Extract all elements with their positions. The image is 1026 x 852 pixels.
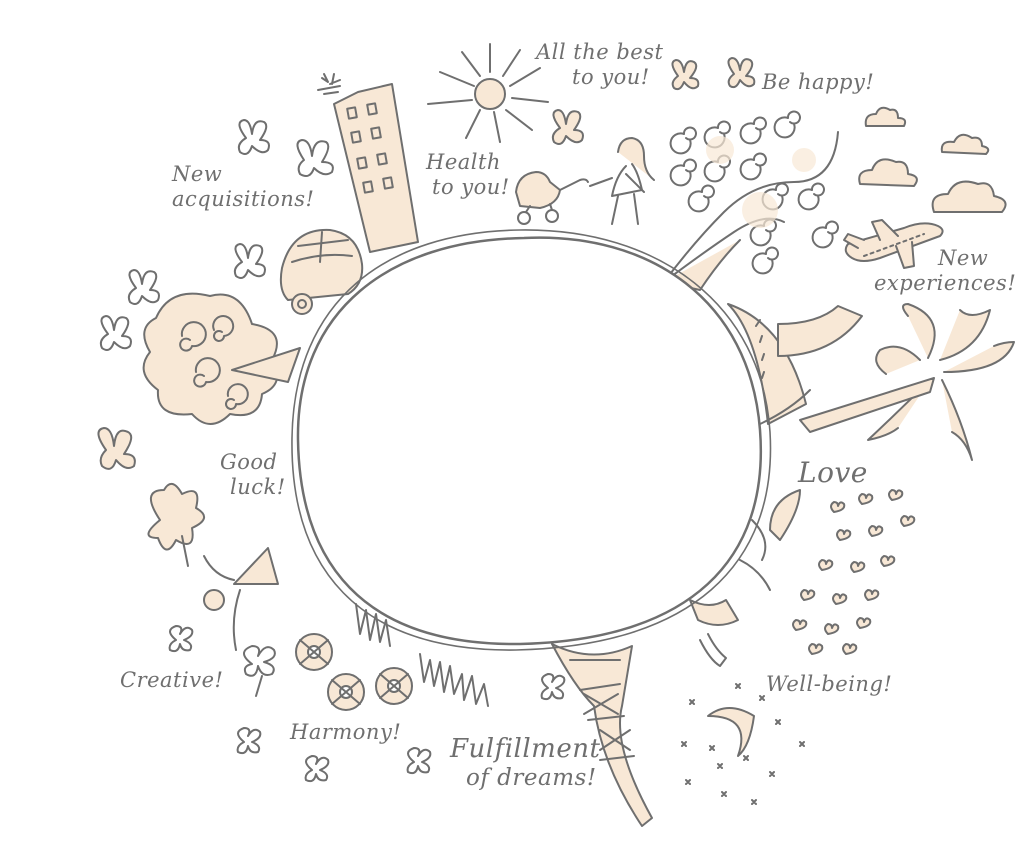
butterfly-icon [296, 139, 334, 177]
leaf-icon [739, 489, 801, 591]
clover-icon [168, 625, 194, 653]
wish-love: Love [798, 456, 868, 489]
wish-line: of dreams! [466, 765, 597, 792]
tree-icon [142, 292, 301, 425]
swirl-tree-icon [663, 110, 839, 291]
cloud-icon [940, 133, 990, 155]
clover-icon [540, 673, 566, 701]
cloud-icon [864, 106, 907, 127]
watering-can-icon [689, 599, 739, 667]
butterfly-icon [99, 315, 132, 351]
flower-icon [295, 633, 333, 671]
wish-line: Health [426, 150, 501, 174]
butterfly-icon [127, 269, 160, 305]
wish-line: acquisitions! [172, 187, 315, 212]
butterfly-icon [237, 119, 270, 155]
wish-all-the-best: All the best to you! [536, 40, 663, 90]
cloud-icon [858, 158, 918, 187]
clover-icon [304, 755, 330, 783]
wish-line: to you! [572, 65, 650, 90]
wish-new-experiences: New experiences! [874, 246, 1016, 296]
wish-be-happy: Be happy! [762, 70, 875, 94]
car-icon [279, 228, 364, 315]
wish-line: New [172, 162, 223, 186]
girl-icon [589, 137, 655, 225]
eiffel-tower-icon [551, 643, 653, 827]
airplane-icon [843, 219, 944, 269]
clover-icon [406, 747, 432, 775]
stars-icon [681, 683, 805, 805]
wish-good-luck: Good luck! [220, 450, 286, 500]
butterfly-icon [233, 243, 266, 279]
wish-health: Health to you! [426, 150, 510, 200]
wish-line: All the best [536, 40, 664, 64]
wish-line: experiences! [874, 271, 1017, 296]
wish-line: to you! [432, 175, 510, 200]
flower-icon [147, 483, 205, 567]
pram-icon [515, 171, 589, 225]
wish-harmony: Harmony! [290, 720, 402, 744]
cloud-icon [931, 180, 1007, 213]
wish-fulfillment: Fulfillment of dreams! [450, 734, 600, 793]
trumpet-flower-icon [203, 547, 279, 651]
palm-tree-icon [799, 303, 1015, 461]
wish-well-being: Well-being! [766, 672, 893, 696]
butterfly-icon [727, 57, 756, 89]
sailboat-icon [727, 303, 863, 425]
moon-icon [707, 707, 755, 757]
sun-icon [427, 43, 549, 143]
clover-icon [243, 645, 276, 697]
clover-icon [236, 727, 262, 755]
hearts-icon [792, 489, 916, 655]
flower-icon [375, 667, 413, 705]
flower-icon [327, 673, 365, 711]
wish-line: Fulfillment [450, 734, 601, 764]
wish-new-acquisitions: New acquisitions! [172, 162, 315, 212]
butterfly-icon [97, 427, 136, 470]
wish-creative: Creative! [120, 668, 224, 692]
butterfly-icon [671, 59, 700, 91]
butterfly-icon [551, 109, 584, 145]
wish-line: luck! [230, 475, 286, 500]
globe-circle [291, 229, 772, 651]
wish-line: Good [220, 450, 278, 474]
wish-line: New [938, 246, 989, 270]
building-icon [317, 73, 419, 253]
